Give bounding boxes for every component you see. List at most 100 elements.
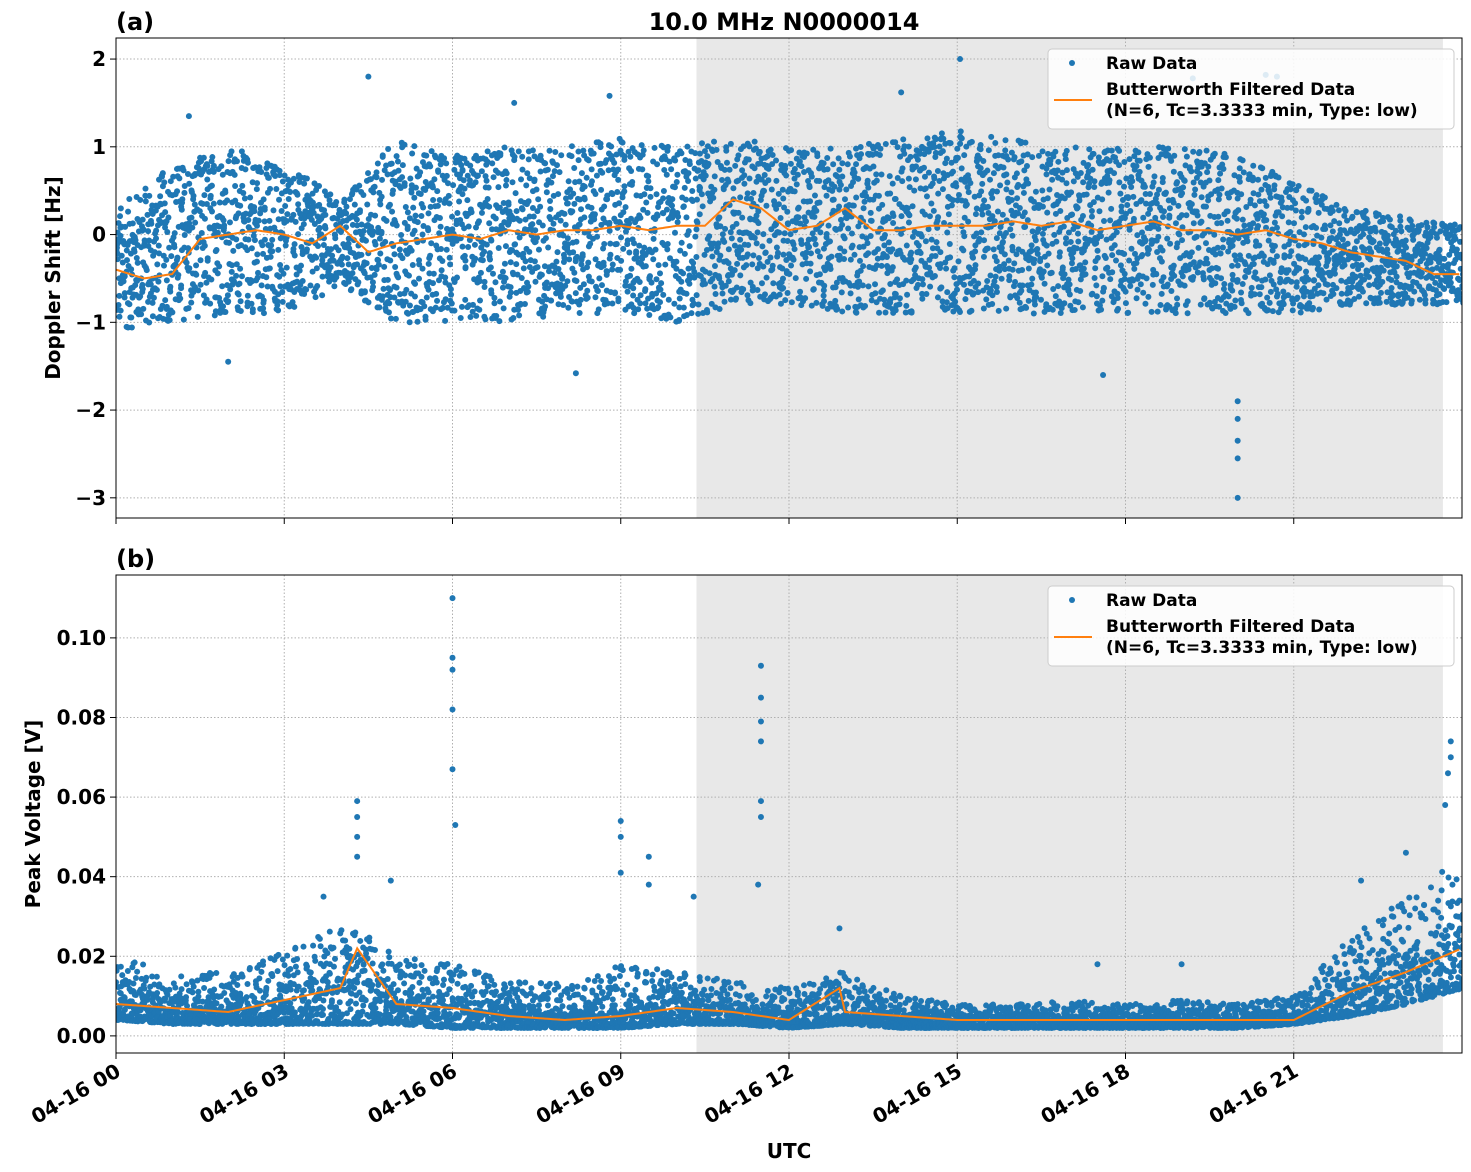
- raw-data-point: [197, 281, 204, 288]
- raw-data-point: [535, 196, 542, 203]
- raw-data-point: [1292, 207, 1299, 214]
- raw-data-point: [908, 309, 915, 316]
- raw-data-point: [117, 307, 124, 314]
- raw-data-point: [581, 214, 588, 221]
- raw-data-point: [755, 220, 762, 227]
- raw-data-point: [409, 150, 416, 157]
- raw-data-point: [208, 276, 215, 283]
- raw-data-point: [522, 216, 529, 223]
- raw-data-point: [1122, 288, 1129, 295]
- raw-data-point: [666, 158, 673, 165]
- raw-data-point: [811, 213, 818, 220]
- raw-data-point: [169, 309, 176, 316]
- raw-data-point: [1250, 261, 1257, 268]
- raw-data-point: [606, 221, 613, 228]
- raw-data-point: [711, 186, 718, 193]
- raw-data-point: [244, 159, 251, 166]
- raw-data-point: [625, 148, 632, 155]
- raw-data-point: [467, 162, 474, 169]
- raw-data-point: [121, 290, 128, 297]
- raw-data-point: [965, 189, 972, 196]
- raw-data-point: [361, 289, 368, 296]
- raw-data-point: [1234, 455, 1241, 462]
- raw-data-point: [614, 188, 621, 195]
- raw-data-point: [958, 165, 965, 172]
- raw-data-point: [291, 241, 298, 248]
- raw-data-point: [412, 212, 419, 219]
- raw-data-point: [633, 248, 640, 255]
- raw-data-point: [495, 245, 502, 252]
- raw-data-point: [166, 244, 173, 251]
- raw-data-point: [484, 148, 491, 155]
- raw-data-point: [791, 246, 798, 253]
- raw-data-point: [438, 267, 445, 274]
- raw-data-point: [1218, 275, 1225, 282]
- raw-data-point: [229, 262, 236, 269]
- raw-data-point: [745, 156, 752, 163]
- raw-data-point: [937, 249, 944, 256]
- raw-data-point: [485, 184, 492, 191]
- raw-data-point: [571, 269, 578, 276]
- raw-data-point: [1411, 288, 1418, 295]
- raw-data-point: [188, 299, 195, 306]
- raw-data-point: [394, 158, 401, 165]
- raw-data-point: [876, 309, 883, 316]
- raw-data-point: [282, 237, 289, 244]
- raw-data-point: [807, 268, 814, 275]
- raw-data-point: [517, 300, 524, 307]
- raw-data-point: [943, 155, 950, 162]
- raw-data-point: [1090, 150, 1097, 157]
- raw-data-point: [989, 300, 996, 307]
- raw-data-point: [1184, 298, 1191, 305]
- raw-data-point: [495, 169, 502, 176]
- raw-data-point: [747, 300, 754, 307]
- raw-data-point: [711, 283, 718, 290]
- raw-data-point: [1073, 205, 1080, 212]
- raw-data-point: [861, 198, 868, 205]
- raw-data-point: [278, 207, 285, 214]
- raw-data-point: [1040, 268, 1047, 275]
- raw-data-point: [833, 279, 840, 286]
- raw-data-point: [173, 257, 180, 264]
- raw-data-point: [712, 291, 719, 298]
- raw-data-point: [484, 158, 491, 165]
- raw-data-point: [208, 182, 215, 189]
- raw-data-point: [1341, 262, 1348, 269]
- raw-data-point: [1051, 231, 1058, 238]
- raw-data-point: [621, 188, 628, 195]
- raw-data-point: [1238, 289, 1245, 296]
- raw-data-point: [914, 156, 921, 163]
- raw-data-point: [391, 294, 398, 301]
- raw-data-point: [604, 300, 611, 307]
- raw-data-point: [660, 144, 667, 151]
- raw-data-point: [1234, 398, 1241, 405]
- raw-data-point: [1240, 169, 1247, 176]
- raw-data-point: [1245, 310, 1252, 317]
- raw-data-point: [1216, 191, 1223, 198]
- raw-data-point: [919, 295, 926, 302]
- raw-data-point: [232, 197, 239, 204]
- raw-data-point: [1108, 205, 1115, 212]
- raw-data-point: [1192, 186, 1199, 193]
- raw-data-point: [618, 234, 625, 241]
- raw-data-point: [227, 286, 234, 293]
- raw-data-point: [951, 265, 958, 272]
- raw-data-point: [813, 299, 820, 306]
- raw-data-point: [537, 168, 544, 175]
- raw-data-point: [502, 243, 509, 250]
- raw-data-point: [458, 303, 465, 310]
- raw-data-point: [277, 283, 284, 290]
- raw-data-point: [727, 296, 734, 303]
- raw-data-point: [1241, 222, 1248, 229]
- raw-data-point: [128, 266, 135, 273]
- raw-data-point: [1044, 262, 1051, 269]
- raw-data-point: [1305, 205, 1312, 212]
- raw-data-point: [1259, 165, 1266, 172]
- raw-data-point: [565, 178, 572, 185]
- raw-data-point: [200, 154, 207, 161]
- raw-data-point: [531, 178, 538, 185]
- raw-data-point: [133, 255, 140, 262]
- y-tick-label: 0: [92, 223, 106, 247]
- raw-data-point: [117, 213, 124, 220]
